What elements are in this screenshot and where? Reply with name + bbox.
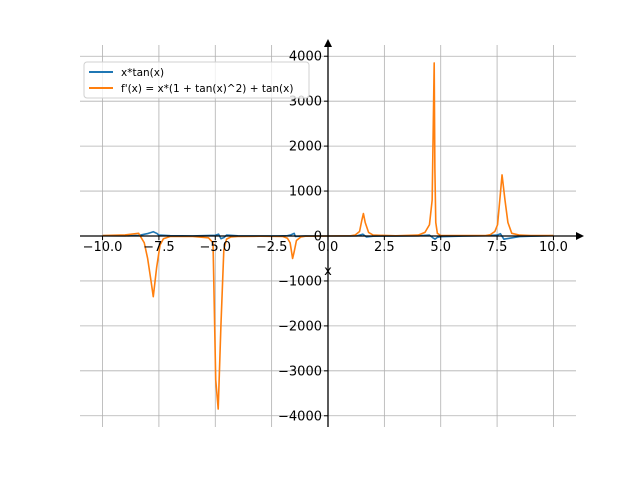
x-tick-label: −5.0 bbox=[199, 240, 231, 255]
x-tick-label: 2.5 bbox=[374, 240, 395, 255]
legend-frame bbox=[83, 61, 310, 99]
y-tick-label: −4000 bbox=[278, 409, 322, 424]
y-tick-label: −1000 bbox=[278, 274, 322, 289]
x-tick-label: −2.5 bbox=[256, 240, 288, 255]
x-tick-label: −7.5 bbox=[143, 240, 175, 255]
y-tick-label: 1000 bbox=[289, 185, 322, 200]
x-tick-label: −10.0 bbox=[83, 240, 123, 255]
x-axis-label: x bbox=[324, 264, 332, 279]
x-tick-label: 5.0 bbox=[430, 240, 451, 255]
y-axis-arrow bbox=[324, 39, 332, 47]
legend-label-series-2: f'(x) = x*(1 + tan(x)^2) + tan(x) bbox=[121, 83, 293, 95]
x-tick-label: 0.0 bbox=[318, 240, 339, 255]
tick-marks: −10.0 −7.5 −5.0 −2.5 0.0 2.5 5.0 7.5 10.0 −4000 −3… bbox=[83, 50, 568, 425]
y-tick-label: 4000 bbox=[289, 50, 322, 65]
x-tick-label: 10.0 bbox=[539, 240, 568, 255]
legend: x*tan(x) f'(x) = x*(1 + tan(x)^2) + tan(… bbox=[83, 61, 310, 99]
y-tick-label: −2000 bbox=[278, 319, 322, 334]
x-tick-label: 7.5 bbox=[487, 240, 508, 255]
y-tick-label: 0 bbox=[314, 230, 322, 245]
y-tick-label: 2000 bbox=[289, 140, 322, 155]
x-axis-arrow bbox=[576, 232, 584, 240]
legend-label-series-1: x*tan(x) bbox=[121, 67, 164, 79]
y-tick-label: −3000 bbox=[278, 364, 322, 379]
